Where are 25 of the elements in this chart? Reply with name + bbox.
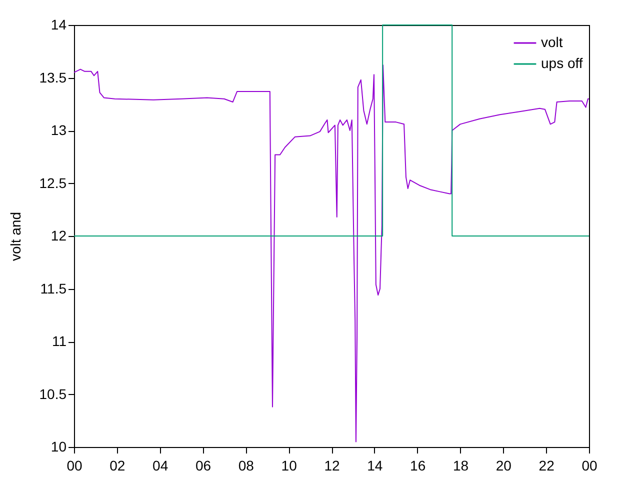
x-tick-label: 02 [110, 458, 126, 474]
x-tick-label: 06 [195, 458, 212, 474]
y-tick-label: 14 [50, 16, 67, 32]
x-tick-label: 00 [66, 458, 82, 474]
y-tick-label: 11 [52, 333, 67, 349]
legend-label: ups off [541, 55, 583, 71]
x-tick-label: 00 [582, 458, 598, 474]
x-tick-label: 16 [410, 458, 426, 474]
legend-label: volt [541, 34, 563, 50]
y-tick-label: 12.5 [39, 174, 67, 191]
x-tick-label: 14 [367, 458, 383, 474]
y-tick-label: 10.5 [39, 386, 67, 402]
y-tick-label: 13.5 [39, 69, 67, 86]
x-tick-label: 22 [538, 458, 555, 474]
y-tick-label: 13 [50, 122, 67, 138]
y-tick-label: 10 [50, 438, 67, 454]
y-tick-label: 11.5 [40, 280, 67, 296]
y-tick-label: 12 [50, 228, 67, 244]
y-axis-title: volt and [7, 212, 24, 262]
x-tick-label: 12 [324, 458, 340, 474]
x-tick-label: 20 [496, 458, 512, 474]
x-tick-label: 04 [152, 458, 168, 474]
x-tick-label: 10 [281, 458, 298, 474]
x-tick-label: 08 [238, 458, 254, 474]
x-tick-label: 18 [452, 458, 469, 474]
